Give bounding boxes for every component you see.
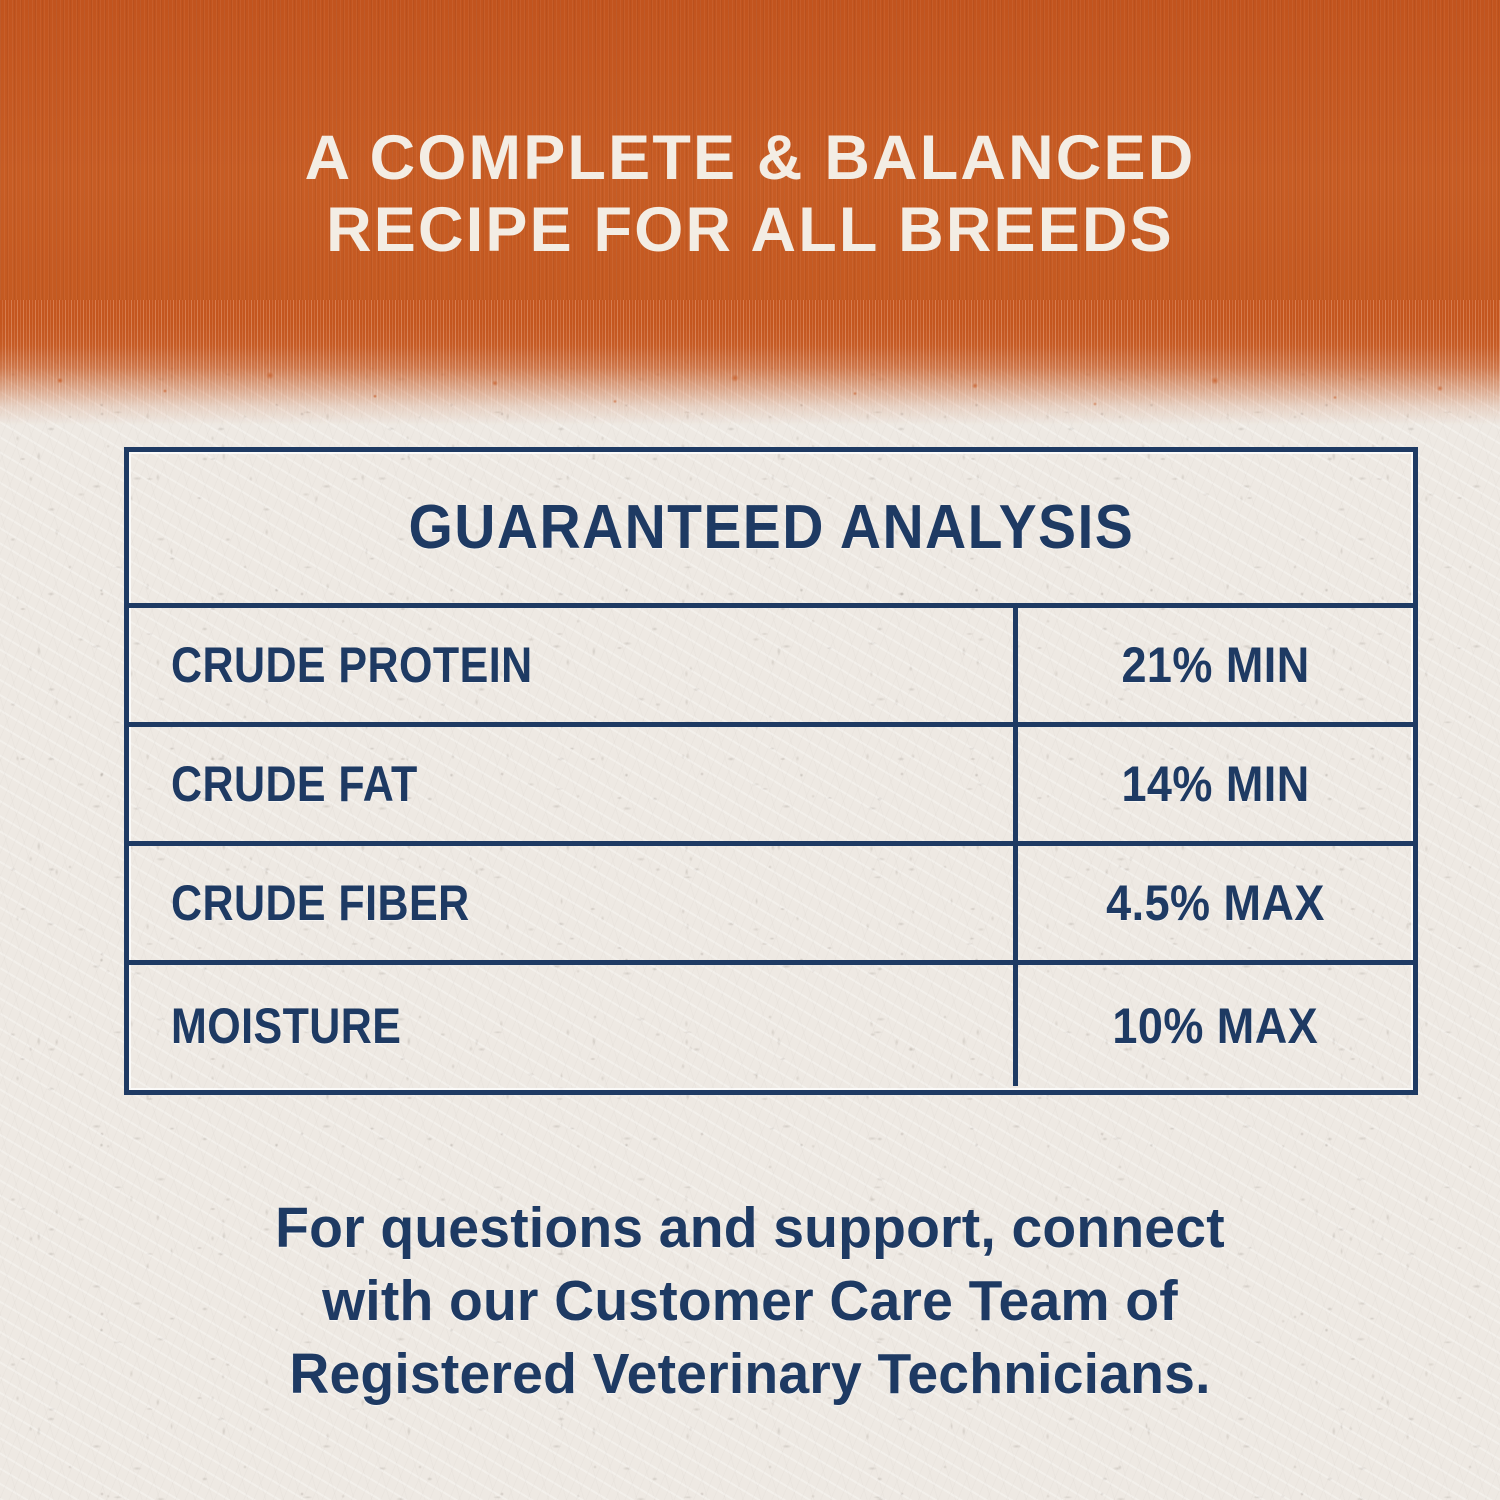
- guaranteed-analysis-table: Guaranteed Analysis Crude Protein 21% Mi…: [124, 447, 1418, 1095]
- nutrient-value-text: 21% Min: [1121, 637, 1310, 693]
- nutrient-label-text: Crude Protein: [171, 637, 533, 693]
- orange-header-band: [0, 0, 1500, 320]
- table-row: Moisture 10% Max: [129, 965, 1413, 1086]
- nutrient-label-text: Moisture: [171, 997, 402, 1054]
- nutrient-label-cell: Crude Fiber: [129, 846, 1018, 960]
- table-title-row: Guaranteed Analysis: [129, 452, 1413, 608]
- nutrient-label-text: Crude Fiber: [171, 875, 470, 931]
- nutrient-value-text: 10% Max: [1112, 997, 1319, 1054]
- nutrient-label-cell: Crude Fat: [129, 727, 1018, 841]
- nutrient-value-cell: 10% Max: [1018, 965, 1413, 1086]
- nutrient-label-cell: Crude Protein: [129, 608, 1018, 722]
- nutrient-label-text: Crude Fat: [171, 756, 418, 812]
- customer-care-note: For questions and support, connect with …: [100, 1192, 1400, 1411]
- table-row: Crude Protein 21% Min: [129, 608, 1413, 727]
- table-row: Crude Fat 14% Min: [129, 727, 1413, 846]
- table-body: Crude Protein 21% Min Crude Fat 14% Min …: [129, 608, 1413, 1086]
- banner-headline-line-1: A Complete & Balanced: [304, 123, 1196, 193]
- table-title: Guaranteed Analysis: [408, 493, 1134, 562]
- nutrient-value-text: 4.5% Max: [1106, 875, 1325, 931]
- torn-edge-paint-specks: [0, 300, 1500, 430]
- nutrient-label-cell: Moisture: [129, 965, 1018, 1086]
- nutrient-value-cell: 4.5% Max: [1018, 846, 1413, 960]
- customer-care-note-line-2: with our Customer Care Team of: [322, 1269, 1178, 1333]
- nutrient-value-cell: 14% Min: [1018, 727, 1413, 841]
- customer-care-note-line-1: For questions and support, connect: [275, 1196, 1225, 1260]
- table-row: Crude Fiber 4.5% Max: [129, 846, 1413, 965]
- customer-care-note-line-3: Registered Veterinary Technicians.: [289, 1342, 1211, 1406]
- banner-headline-line-2: Recipe for All Breeds: [326, 195, 1174, 265]
- torn-paint-edge: [0, 300, 1500, 430]
- nutrient-value-cell: 21% Min: [1018, 608, 1413, 722]
- nutrient-value-text: 14% Min: [1121, 756, 1310, 812]
- banner-headline: A Complete & Balanced Recipe for All Bre…: [0, 122, 1500, 266]
